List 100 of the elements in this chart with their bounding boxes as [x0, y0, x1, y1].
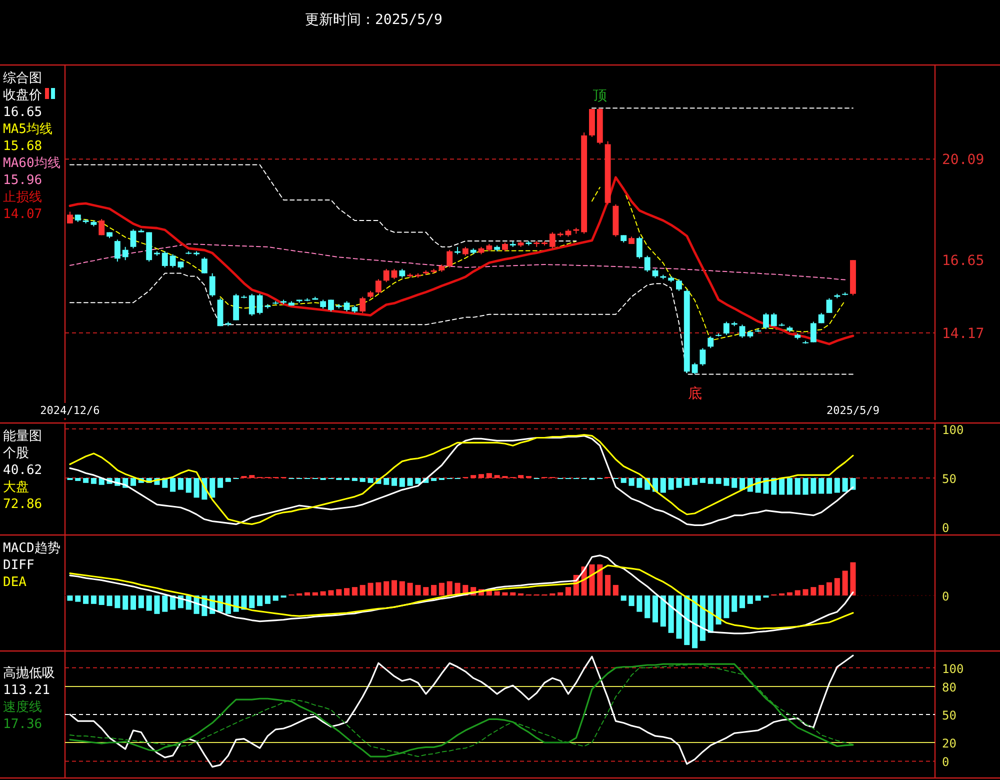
bar: [138, 595, 144, 608]
chart-subtitle: 更新时间：2025/5/9: [305, 12, 442, 28]
bar: [628, 595, 634, 606]
candlestick: [248, 293, 255, 316]
bar: [802, 589, 808, 596]
bar: [423, 587, 429, 596]
bar: [565, 587, 572, 596]
x-tick-label: 2025/5/9: [826, 404, 880, 417]
y-tick-label: 14.17: [942, 326, 984, 342]
y-tick-label: 20.09: [942, 152, 984, 168]
bar: [257, 595, 263, 606]
bar: [114, 595, 120, 608]
bar: [850, 562, 856, 596]
bar: [558, 592, 564, 596]
bar: [732, 595, 738, 612]
text: DIFF: [3, 558, 34, 573]
annotation: 底: [688, 386, 702, 402]
bar: [320, 591, 326, 596]
text: 能量图: [3, 429, 42, 444]
bar: [826, 582, 832, 596]
candlestick: [708, 336, 714, 349]
line-series: [69, 272, 854, 375]
text: 止损线: [3, 190, 42, 205]
bar: [67, 595, 73, 601]
y-tick-label: 50: [942, 472, 956, 486]
candlestick: [723, 321, 730, 336]
candlestick: [770, 312, 777, 327]
bar: [700, 595, 706, 641]
bar: [644, 595, 650, 618]
bar: [391, 580, 398, 596]
bar: [75, 595, 81, 602]
bar: [692, 595, 698, 648]
bar: [415, 584, 421, 596]
text: 综合图: [3, 71, 42, 86]
candlestick: [644, 255, 650, 272]
bar: [162, 595, 168, 612]
text: 高抛低吸: [3, 665, 55, 681]
bar: [83, 595, 89, 604]
y-tick-label: 100: [942, 662, 964, 676]
bar: [494, 591, 500, 596]
candlestick: [383, 268, 390, 283]
bar: [328, 590, 334, 596]
candlestick: [549, 232, 556, 249]
bar: [676, 595, 682, 639]
bar: [794, 590, 800, 596]
text: MA60均线: [3, 156, 60, 171]
bar: [336, 589, 342, 596]
y-tick-label: 80: [942, 680, 956, 694]
text: 16.65: [3, 105, 42, 120]
text: 15.68: [3, 139, 42, 154]
candlestick: [114, 239, 120, 262]
bar: [249, 595, 255, 608]
bar: [668, 595, 674, 633]
bar: [589, 564, 595, 596]
bar: [360, 584, 366, 596]
bar: [660, 595, 666, 627]
bar: [438, 582, 444, 596]
candlestick: [676, 278, 682, 292]
bar: [376, 582, 382, 596]
bar: [154, 595, 160, 614]
bar: [352, 587, 358, 596]
annotation: 顶: [592, 88, 607, 104]
candlestick: [209, 272, 216, 298]
y-tick-label: 50: [942, 708, 956, 722]
text: 15.96: [3, 173, 42, 188]
bar: [786, 592, 792, 596]
bar: [122, 595, 128, 610]
y-tick-label: 0: [942, 755, 950, 770]
bar: [90, 595, 96, 604]
candlestick: [700, 348, 706, 366]
bar: [842, 570, 848, 596]
bar: [446, 581, 452, 596]
text: 14.07: [3, 207, 42, 222]
bar: [304, 592, 310, 596]
bar: [130, 595, 136, 610]
bar: [708, 595, 714, 633]
bar: [98, 595, 104, 605]
candlestick: [162, 250, 168, 268]
bar: [384, 581, 390, 596]
y-tick-label: 0: [942, 521, 950, 536]
bar: [106, 595, 112, 606]
legend-label: 收盘价: [3, 88, 42, 103]
bar: [620, 595, 626, 601]
candlestick: [375, 278, 382, 294]
bar: [272, 595, 278, 601]
y-tick-label: 16.65: [942, 253, 984, 270]
candlestick: [122, 246, 128, 261]
bar: [510, 592, 516, 596]
bar: [724, 595, 730, 618]
candlestick: [446, 249, 453, 268]
bar: [684, 595, 690, 646]
text: 113.21: [3, 683, 50, 698]
candlestick: [130, 228, 136, 249]
candlestick: [67, 211, 73, 224]
candlestick: [763, 312, 769, 330]
candlestick: [360, 296, 366, 314]
candlestick: [98, 218, 105, 236]
bar: [818, 584, 824, 596]
text: 个股: [3, 446, 29, 461]
text: 大盘: [3, 480, 29, 495]
